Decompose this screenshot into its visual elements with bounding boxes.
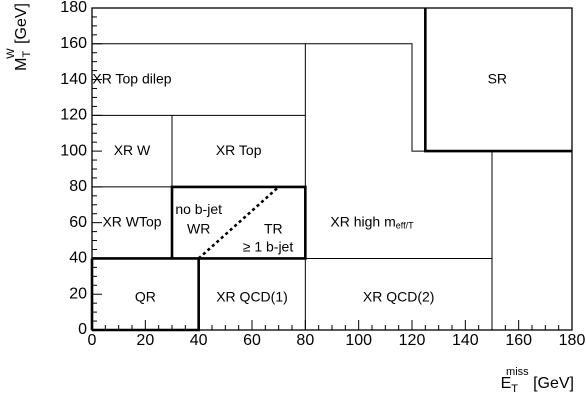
region-border-thick xyxy=(170,185,307,260)
region-border-thick xyxy=(424,8,572,153)
x-tick-label: 0 xyxy=(88,332,97,349)
y-tick-label: 120 xyxy=(60,107,87,124)
region-label-xr-top: XR Top xyxy=(216,142,262,158)
region-label-xr-qcd-1: XR QCD(1) xyxy=(216,289,288,305)
y-tick-label: 40 xyxy=(69,250,87,267)
x-tick-label: 180 xyxy=(559,332,586,349)
plot-border xyxy=(91,7,573,331)
region-label-wr: WR xyxy=(187,221,210,237)
x-tick-label: 140 xyxy=(452,332,479,349)
y-tick-label: 60 xyxy=(69,214,87,231)
y-tick-label: 180 xyxy=(60,0,87,16)
x-tick-label: 20 xyxy=(136,332,154,349)
region-label-xr-w: XR W xyxy=(114,142,151,158)
axis-ticks: 0 20 40 60 80 100 120 140 160 180 0 20 40 60 80 100 120 1… xyxy=(60,0,585,349)
region-label-sr: SR xyxy=(488,70,507,86)
x-tick-label: 160 xyxy=(505,332,532,349)
boundary-line xyxy=(92,43,426,152)
x-tick-label: 120 xyxy=(399,332,426,349)
y-tick-label: 100 xyxy=(60,142,87,159)
region-boundaries xyxy=(90,8,572,332)
x-tick-label: 40 xyxy=(190,332,208,349)
wr-bjet-label: no b-jet xyxy=(175,201,222,217)
x-tick-label: 100 xyxy=(345,332,372,349)
region-labels: XR Top dilep XR W XR Top XR WTop QR XR QCD(1)… xyxy=(92,70,507,304)
region-label-xr-top-dilep: XR Top dilep xyxy=(92,70,171,86)
x-tick-label: 80 xyxy=(296,332,314,349)
region-label-xr-high-meff: XR high meff/T xyxy=(330,213,414,231)
y-tick-label: 80 xyxy=(69,178,87,195)
region-label-xr-qcd-2: XR QCD(2) xyxy=(363,289,435,305)
x-tick-label: 60 xyxy=(243,332,261,349)
y-tick-label: 0 xyxy=(78,321,87,338)
tr-bjet-label: ≥ 1 b-jet xyxy=(243,238,294,254)
plot-frame xyxy=(91,7,573,331)
y-tick-label: 20 xyxy=(69,285,87,302)
region-label-tr: TR xyxy=(264,221,283,237)
x-axis-title: ETmiss [GeV] xyxy=(501,366,574,395)
y-axis-title: MTW [GeV] xyxy=(5,3,33,71)
y-tick-label: 160 xyxy=(60,35,87,52)
y-tick-label: 140 xyxy=(60,71,87,88)
region-label-qr: QR xyxy=(135,289,156,305)
region-label-xr-wtop: XR WTop xyxy=(102,213,161,229)
